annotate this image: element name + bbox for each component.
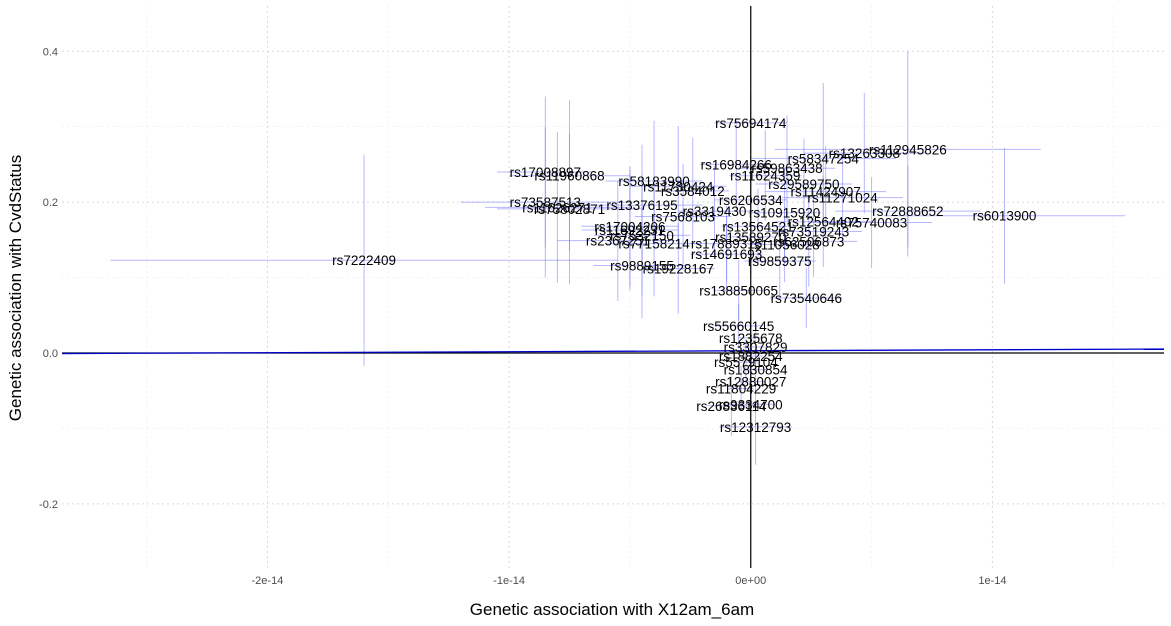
snp-point-label: rs17008897 xyxy=(510,165,581,180)
snp-point-label: rs13263308 xyxy=(829,146,900,161)
error-bars xyxy=(110,51,1126,465)
snp-point-label: rs13376195 xyxy=(606,198,677,213)
snp-point-label: rs11056028 xyxy=(749,237,819,252)
snp-point-label: rs5579104 xyxy=(714,355,778,370)
snp-point-label: rs73519243 xyxy=(778,225,849,240)
snp-point-label: rs3319430 xyxy=(683,204,747,219)
grid-lines xyxy=(62,6,1164,568)
snp-point-label: rs72888652 xyxy=(872,204,943,219)
snp-point-label: rs16984266 xyxy=(701,157,772,172)
snp-point-label: rs7532150 xyxy=(610,228,674,243)
y-tick-label: 0.2 xyxy=(43,197,58,209)
ivw-fit-line xyxy=(61,348,1165,355)
regression-fit xyxy=(61,348,1165,355)
snp-point-label: rs3307829 xyxy=(724,340,788,355)
snp-point-label: rs17889315 xyxy=(691,237,762,252)
snp-labels: rs7222409 rs75694174 rs112945826rs13263308… xyxy=(332,116,1036,435)
snp-point-label: rs58183990 xyxy=(618,174,689,189)
y-tick-label: 0.0 xyxy=(43,348,58,360)
snp-point-label: rs9889155 xyxy=(610,259,674,274)
snp-point-label: rs11624359 xyxy=(730,169,800,184)
x-tick-label: 1e-14 xyxy=(978,575,1006,587)
snp-point-label: rs11626271 xyxy=(522,200,592,215)
snp-point-label: rs6013900 xyxy=(973,209,1037,224)
snp-point-label: rs13564521 xyxy=(722,219,793,234)
x-tick-label: -2e-14 xyxy=(252,575,284,587)
snp-point-label: rs29589750 xyxy=(768,177,839,192)
snp-point-label: rs19228167 xyxy=(643,262,714,277)
snp-point-label: rs75740083 xyxy=(836,216,907,231)
snp-point-label: rs12312793 xyxy=(720,420,791,435)
snp-point-label: rs75694174 xyxy=(715,116,787,131)
snp-point-label: rs7222409 xyxy=(332,253,396,268)
snp-point-label: rs58347254 xyxy=(788,151,860,166)
snp-point-label: rs77158214 xyxy=(618,237,690,252)
snp-point-label: rs73587513 xyxy=(510,195,581,210)
x-tick-label: 0e+00 xyxy=(735,575,766,587)
y-axis-title: Genetic association with CvdStatus xyxy=(6,155,25,421)
tick-labels: -2e-14 -1e-14 0e+00 1e-14 -0.2 0.0 0.2 0.4 xyxy=(39,46,1006,587)
snp-point-label: rs11424907 xyxy=(791,185,861,200)
snp-point-label: rs6206534 xyxy=(719,193,783,208)
snp-point-label: rs1882254 xyxy=(719,349,783,364)
snp-point-label: rs55660145 xyxy=(703,319,774,334)
snp-point-label: rs13589270 xyxy=(715,230,786,245)
snp-point-label: rs2367251 xyxy=(586,234,650,249)
x-tick-label: -1e-14 xyxy=(493,575,525,587)
snp-point-label: rs11804229 xyxy=(706,381,776,396)
y-tick-label: -0.2 xyxy=(39,499,58,511)
snp-point-label: rs12564402 xyxy=(788,215,859,230)
snp-point-label: rs138850065 xyxy=(699,283,778,298)
snp-point-label: rs11692231 xyxy=(595,223,665,238)
snp-point-label: rs62506873 xyxy=(773,234,844,249)
snp-point-label: rs11271024 xyxy=(807,191,878,206)
y-tick-label: 0.4 xyxy=(43,46,58,58)
snp-point-label: rs14691693 xyxy=(691,247,762,262)
snp-point-label: rs112945826 xyxy=(869,142,947,157)
snp-point-label: rs7568103 xyxy=(651,209,715,224)
snp-point-label: rs59863438 xyxy=(751,161,822,176)
x-axis-title: Genetic association with X12am_6am xyxy=(470,600,754,619)
snp-point-label: rs10915920 xyxy=(749,206,820,221)
snp-point-label: rs73540646 xyxy=(771,291,842,306)
snp-point-label: rs3584012 xyxy=(661,184,725,199)
snp-point-label: rs1235678 xyxy=(719,331,783,346)
snp-point-label: rs1830854 xyxy=(724,363,788,378)
snp-point-label: rs9859375 xyxy=(748,254,812,269)
snp-point-label: rs12880027 xyxy=(715,375,786,390)
snp-point-label: rs11730424 xyxy=(643,179,714,194)
snp-point-label: rs26836114 xyxy=(696,399,767,414)
snp-point-label: rs75802871 xyxy=(534,202,605,217)
snp-point-label: rs17004206 xyxy=(594,219,665,234)
snp-point-label: rs11960868 xyxy=(534,169,604,184)
reference-axes xyxy=(62,6,1164,568)
snp-point-label: rs9334700 xyxy=(719,397,783,412)
